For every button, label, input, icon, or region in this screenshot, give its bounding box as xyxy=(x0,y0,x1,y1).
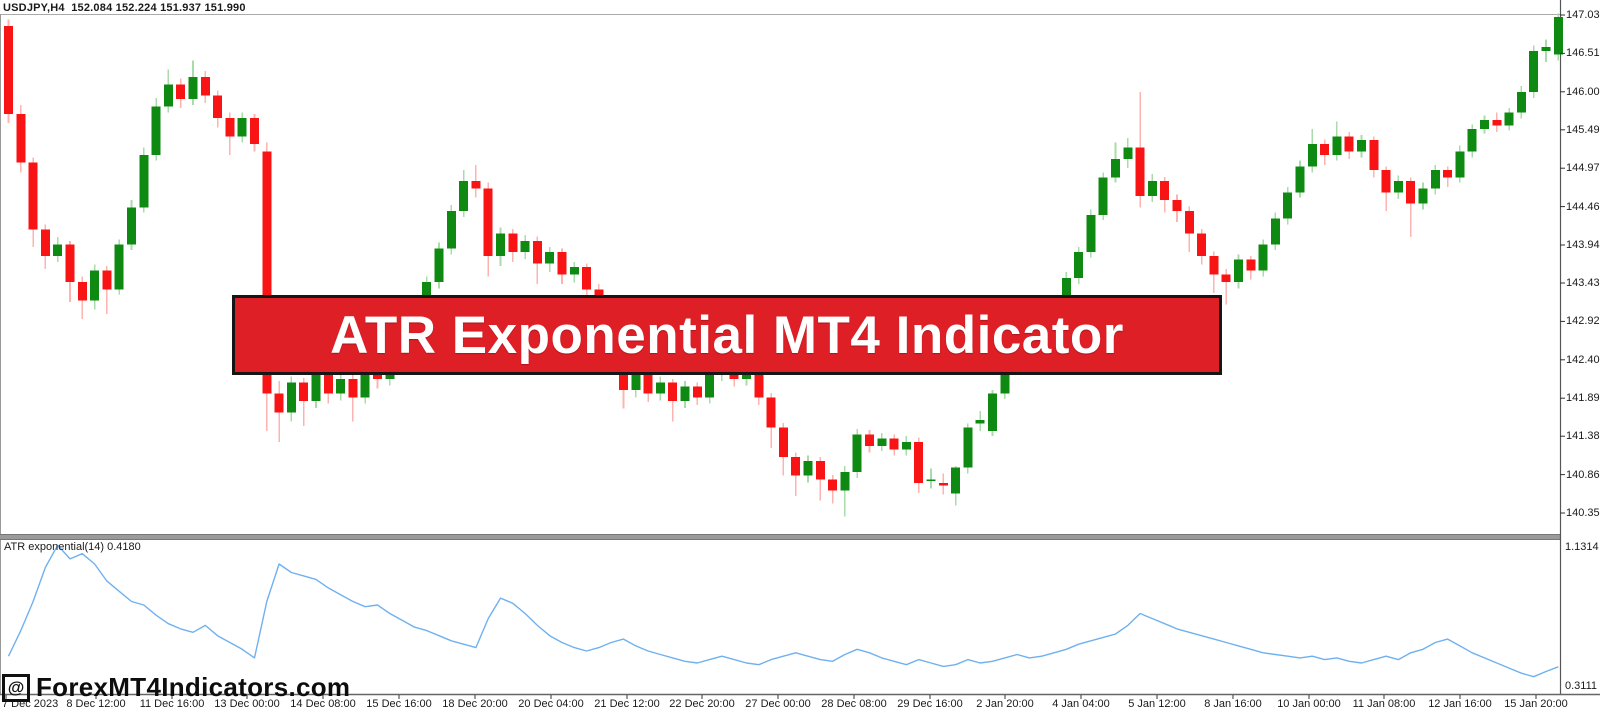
time-tick-label: 2 Jan 20:00 xyxy=(976,698,1034,710)
time-tick-label: 14 Dec 08:00 xyxy=(290,698,356,710)
atr-axis-max-label: 1.1314 xyxy=(1565,541,1599,553)
time-tick-label: 10 Jan 00:00 xyxy=(1277,698,1341,710)
time-tick-label: 8 Jan 16:00 xyxy=(1204,698,1262,710)
price-tick-label: 140.865 xyxy=(1566,468,1600,481)
watermark: @ ForexMT4Indicators.com xyxy=(2,672,350,703)
time-tick-label: 11 Jan 08:00 xyxy=(1352,698,1416,710)
symbol-ohlc-readout: USDJPY,H4 152.084 152.224 151.937 151.99… xyxy=(3,2,246,14)
atr-line xyxy=(7,544,1559,678)
banner-title: ATR Exponential MT4 Indicator xyxy=(330,305,1124,365)
watermark-text: ForexMT4Indicators.com xyxy=(36,672,351,702)
time-tick-label: 22 Dec 20:00 xyxy=(669,698,735,710)
time-tick-label: 29 Dec 16:00 xyxy=(897,698,963,710)
price-tick-label: 146.515 xyxy=(1566,47,1600,60)
price-tick-label: 141.890 xyxy=(1566,392,1600,405)
time-tick-label: 8 Dec 12:00 xyxy=(66,698,126,710)
price-tick-label: 142.405 xyxy=(1566,353,1600,366)
time-tick-label: 27 Dec 00:00 xyxy=(745,698,811,710)
price-tick-label: 144.975 xyxy=(1566,162,1600,175)
time-tick-label: 5 Jan 12:00 xyxy=(1128,698,1186,710)
price-tick-label: 140.350 xyxy=(1566,506,1600,519)
atr-axis-min-label: 0.3111 xyxy=(1565,680,1598,692)
time-tick-label: 21 Dec 12:00 xyxy=(594,698,660,710)
time-tick-label: 11 Dec 16:00 xyxy=(139,698,205,710)
candles xyxy=(4,13,1563,517)
time-tick-label: 15 Dec 16:00 xyxy=(366,698,432,710)
price-tick-label: 142.920 xyxy=(1566,315,1600,328)
at-sign-icon: @ xyxy=(2,673,30,702)
time-tick-label: 13 Dec 00:00 xyxy=(214,698,280,710)
time-tick-label: 15 Jan 20:00 xyxy=(1504,698,1568,710)
price-tick-label: 144.460 xyxy=(1566,200,1600,213)
time-tick-label: 4 Jan 04:00 xyxy=(1052,698,1110,710)
time-tick-label: 18 Dec 20:00 xyxy=(442,698,508,710)
price-tick-label: 143.435 xyxy=(1566,277,1600,289)
price-tick-label: 147.030 xyxy=(1566,9,1600,21)
title-banner: ATR Exponential MT4 Indicator xyxy=(232,295,1222,375)
time-tick-label: 20 Dec 04:00 xyxy=(518,698,584,710)
price-tick-label: 141.380 xyxy=(1566,430,1600,443)
pane-separator xyxy=(0,534,1560,540)
time-tick-label: 12 Jan 16:00 xyxy=(1428,698,1492,710)
atr-indicator-label: ATR exponential(14) 0.4180 xyxy=(4,541,141,553)
price-tick-label: 143.945 xyxy=(1566,238,1600,251)
time-tick-label: 28 Dec 08:00 xyxy=(821,698,887,710)
price-tick-label: 145.490 xyxy=(1566,123,1600,136)
price-tick-label: 146.000 xyxy=(1566,85,1600,98)
